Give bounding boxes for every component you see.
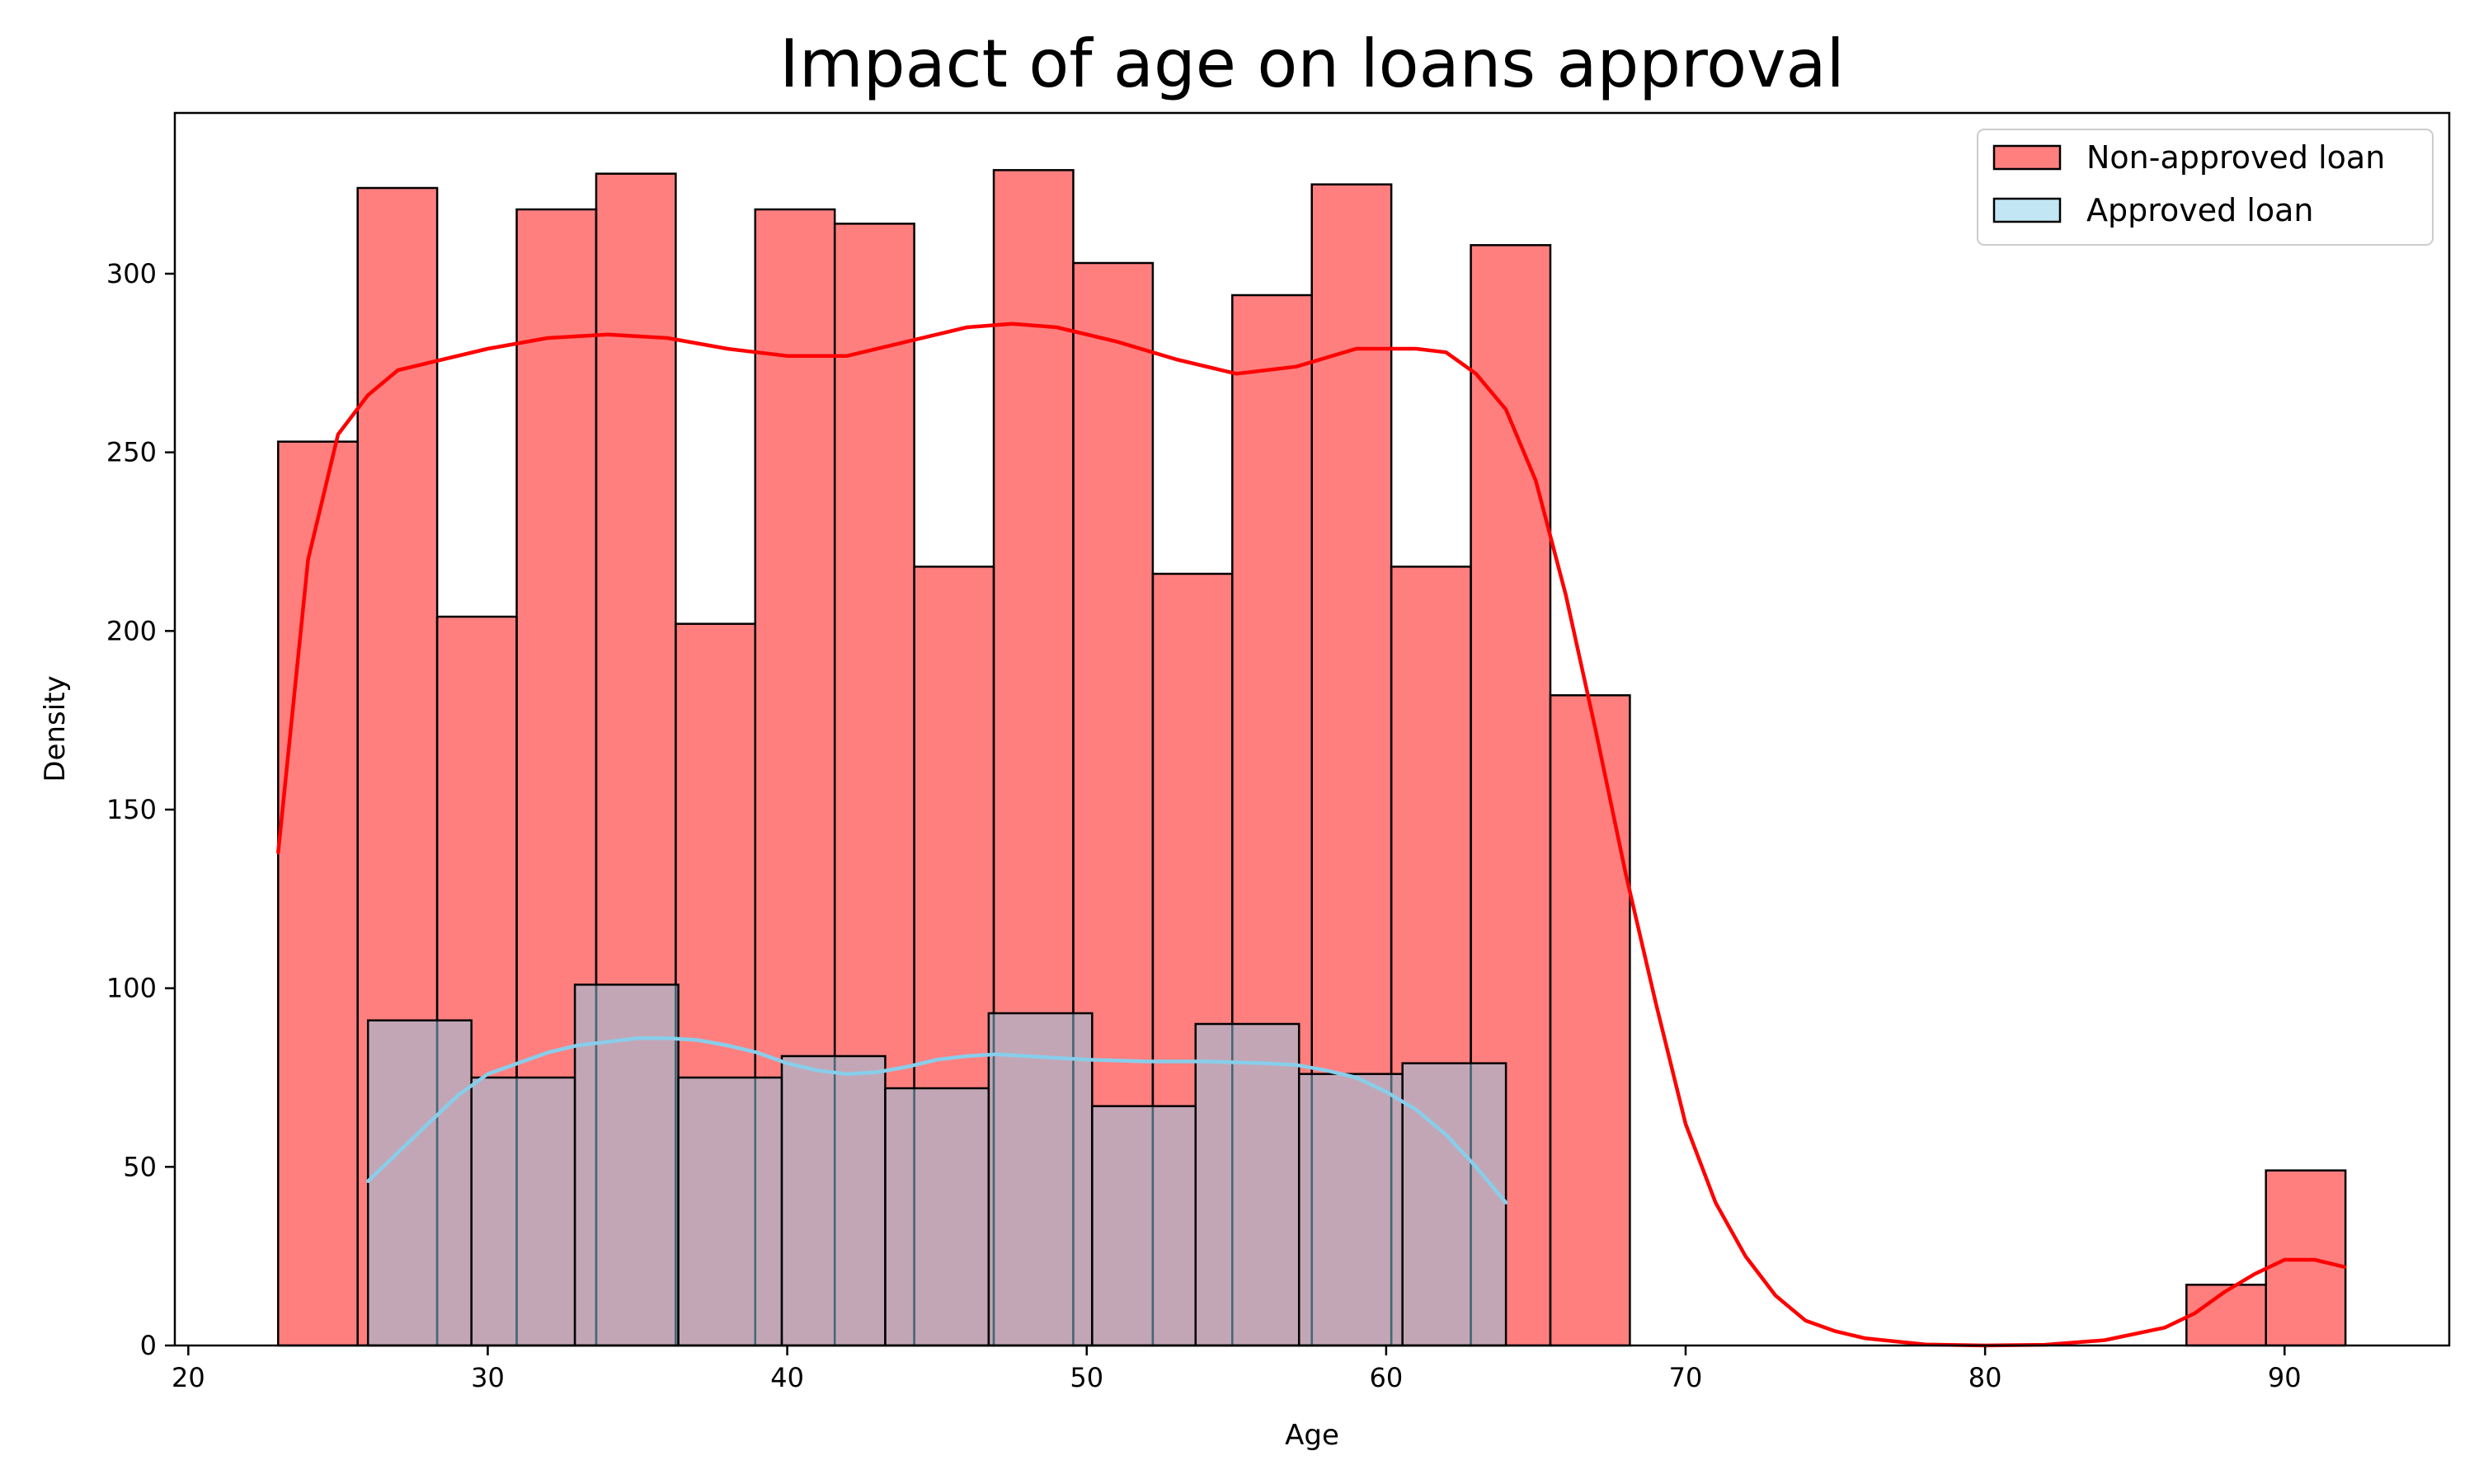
y-tick-label-150: 150 — [106, 794, 157, 825]
approved-loan-legend-label: Approved loan — [2086, 192, 2314, 228]
approved-loan-bar-6 — [987, 1012, 1094, 1347]
y-tick-label-100: 100 — [106, 973, 157, 1004]
approved-loan-bar-10 — [1401, 1062, 1507, 1347]
non-approved-loan-legend-label: Non-approved loan — [2086, 139, 2385, 176]
x-tick-label-60: 60 — [1370, 1362, 1404, 1393]
legend-items: Non-approved loan Approved loan — [1992, 139, 2385, 228]
x-tick-label-80: 80 — [1968, 1362, 2002, 1393]
non-approved-loan-legend-swatch — [1992, 144, 2062, 171]
legend-frame — [1977, 129, 2434, 246]
approved-loan-bar-9 — [1297, 1073, 1404, 1347]
x-tick-label-30: 30 — [471, 1362, 505, 1393]
x-tick-label-40: 40 — [770, 1362, 804, 1393]
approved-loan-legend-swatch — [1992, 197, 2062, 223]
y-tick-label-300: 300 — [106, 258, 157, 289]
approved-loan-bar-0 — [366, 1019, 473, 1347]
approved-loan-bar-3 — [677, 1076, 783, 1347]
approved-loan-bar-4 — [780, 1054, 887, 1347]
legend: Non-approved loan Approved loan — [1977, 129, 2434, 246]
chart-title: Impact of age on loans approval — [779, 26, 1844, 102]
y-axis: 0 50 100 150 200 250 300 — [106, 258, 175, 1361]
x-axis: 20 30 40 50 60 70 80 90 — [172, 1345, 2302, 1393]
y-tick-label-200: 200 — [106, 615, 157, 646]
approved-loan-bar-8 — [1194, 1022, 1300, 1347]
bars-layer — [277, 169, 2347, 1347]
y-tick-label-0: 0 — [140, 1330, 157, 1361]
x-tick-label-50: 50 — [1070, 1362, 1103, 1393]
x-tick-label-20: 20 — [172, 1362, 205, 1393]
approved-loan-kde-line — [365, 1036, 1508, 1205]
x-tick-label-90: 90 — [2268, 1362, 2302, 1393]
non-approved-loan-bar-0 — [277, 440, 359, 1347]
approved-loan-bar-7 — [1091, 1105, 1197, 1347]
y-axis-label: Density — [39, 675, 72, 782]
plot-frame — [173, 111, 2451, 1347]
approved-loan-bar-5 — [884, 1087, 990, 1347]
plot-area — [276, 169, 2347, 1348]
non-approved-loan-bar-17 — [2185, 1284, 2267, 1347]
x-tick-label-70: 70 — [1669, 1362, 1703, 1393]
y-tick-label-50: 50 — [123, 1151, 157, 1182]
non-approved-loan-bar-16 — [1549, 694, 1631, 1347]
approved-loan-bar-1 — [470, 1076, 576, 1347]
x-axis-label: Age — [1285, 1419, 1339, 1452]
y-tick-label-250: 250 — [106, 437, 157, 468]
